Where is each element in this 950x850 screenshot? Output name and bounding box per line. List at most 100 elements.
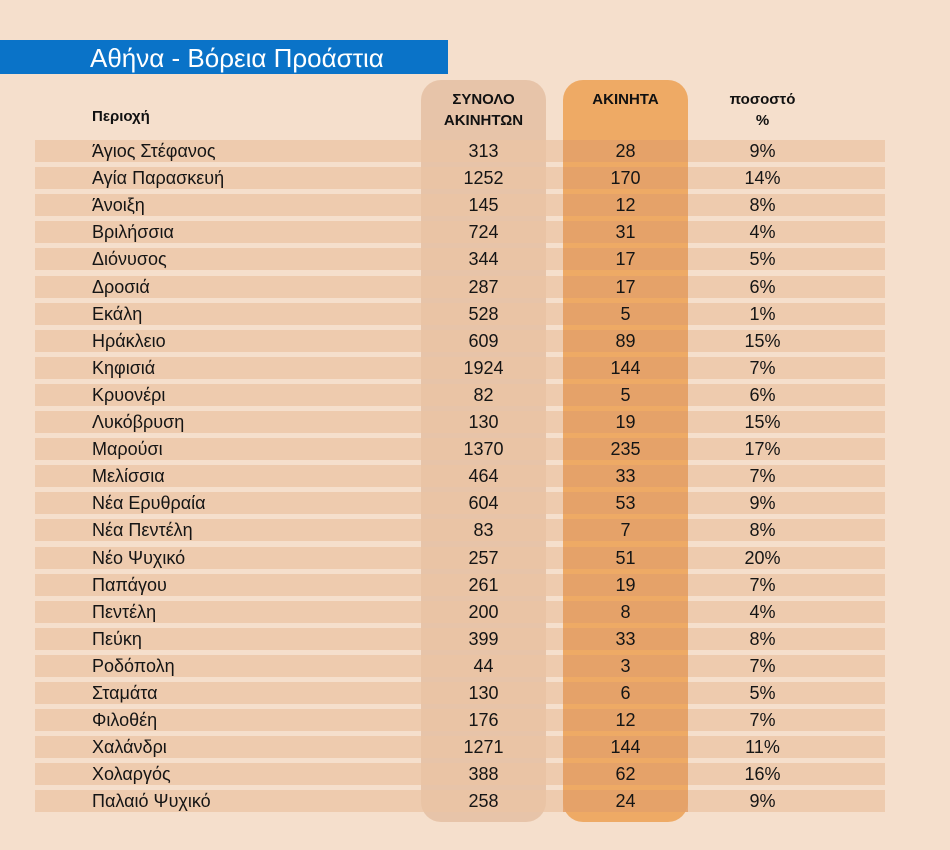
row-idle-cell-bg bbox=[563, 248, 688, 271]
row-idle-cell-bg bbox=[563, 167, 688, 190]
row-idle-cell-bg bbox=[563, 221, 688, 244]
table-row: Νέα Ερυθραία 604 53 9% bbox=[35, 492, 885, 515]
total-cell: 399 bbox=[468, 628, 499, 649]
area-cell: Ροδόπολη bbox=[92, 655, 175, 676]
idle-cell: 7 bbox=[620, 520, 631, 541]
idle-cell: 89 bbox=[615, 330, 636, 351]
row-idle-cell-bg bbox=[563, 736, 688, 759]
pct-cell: 6% bbox=[749, 384, 776, 405]
area-cell: Χολαργός bbox=[92, 764, 171, 785]
area-cell: Φιλοθέη bbox=[92, 710, 158, 731]
row-idle-cell-bg bbox=[563, 492, 688, 515]
idle-cell: 33 bbox=[615, 628, 636, 649]
area-cell: Νέα Πεντέλη bbox=[92, 520, 193, 541]
pct-cell: 8% bbox=[749, 520, 776, 541]
table-row: Παλαιό Ψυχικό 258 24 9% bbox=[35, 790, 885, 813]
table-row: Πεύκη 399 33 8% bbox=[35, 627, 885, 650]
pct-cell: 5% bbox=[749, 249, 776, 270]
header-idle: ΑΚΙΝΗΤΑ bbox=[592, 91, 659, 108]
table-row: Νέα Πεντέλη 83 7 8% bbox=[35, 519, 885, 542]
row-idle-cell-bg bbox=[563, 302, 688, 325]
area-cell: Πεντέλη bbox=[92, 601, 157, 622]
table-row: Άγιος Στέφανος 313 28 9% bbox=[35, 140, 885, 162]
total-cell: 176 bbox=[468, 710, 499, 731]
pct-cell: 9% bbox=[749, 791, 776, 812]
area-cell: Διόνυσος bbox=[92, 249, 167, 270]
total-cell: 464 bbox=[468, 466, 499, 487]
total-cell: 528 bbox=[468, 303, 499, 324]
total-cell: 145 bbox=[468, 195, 499, 216]
table-row: Παπάγου 261 19 7% bbox=[35, 573, 885, 596]
total-cell: 344 bbox=[468, 249, 499, 270]
row-idle-cell-bg bbox=[563, 627, 688, 650]
pct-cell: 8% bbox=[749, 195, 776, 216]
table-row: Εκάλη 528 5 1% bbox=[35, 302, 885, 325]
total-cell: 388 bbox=[468, 764, 499, 785]
row-idle-cell-bg bbox=[563, 438, 688, 461]
row-idle-cell-bg bbox=[563, 411, 688, 433]
table-row: Δροσιά 287 17 6% bbox=[35, 275, 885, 298]
pct-cell: 7% bbox=[749, 655, 776, 676]
total-cell: 1924 bbox=[463, 357, 504, 378]
idle-cell: 5 bbox=[620, 303, 631, 324]
table-row: Ροδόπολη 44 3 7% bbox=[35, 654, 885, 677]
pct-cell: 1% bbox=[749, 303, 776, 324]
pct-cell: 7% bbox=[749, 710, 776, 731]
pct-cell: 9% bbox=[749, 141, 776, 161]
row-idle-cell-bg bbox=[563, 709, 688, 732]
idle-cell: 31 bbox=[615, 222, 636, 243]
total-cell: 1271 bbox=[463, 737, 504, 758]
total-cell: 83 bbox=[473, 520, 494, 541]
idle-cell: 12 bbox=[615, 710, 636, 731]
idle-cell: 19 bbox=[615, 574, 636, 595]
row-idle-cell-bg bbox=[563, 573, 688, 596]
idle-cell: 235 bbox=[610, 439, 641, 460]
table-row: Σταμάτα 130 6 5% bbox=[35, 682, 885, 704]
idle-cell: 170 bbox=[610, 168, 641, 189]
table-row: Χολαργός 388 62 16% bbox=[35, 763, 885, 786]
area-cell: Βριλήσσια bbox=[92, 222, 174, 243]
total-cell: 130 bbox=[468, 683, 499, 703]
table-row: Λυκόβρυση 130 19 15% bbox=[35, 411, 885, 433]
total-cell: 724 bbox=[468, 222, 499, 243]
idle-cell: 24 bbox=[615, 791, 636, 812]
pct-cell: 6% bbox=[749, 276, 776, 297]
row-idle-cell-bg bbox=[563, 600, 688, 623]
idle-cell: 33 bbox=[615, 466, 636, 487]
total-cell: 200 bbox=[468, 601, 499, 622]
area-cell: Παπάγου bbox=[92, 574, 167, 595]
idle-cell: 144 bbox=[610, 357, 641, 378]
row-idle-cell-bg bbox=[563, 790, 688, 813]
table-row: Βριλήσσια 724 31 4% bbox=[35, 221, 885, 244]
title-banner bbox=[0, 40, 448, 74]
row-idle-cell-bg bbox=[563, 329, 688, 352]
idle-cell: 28 bbox=[615, 141, 636, 161]
row-idle-cell-bg bbox=[563, 275, 688, 298]
page-title: Αθήνα - Βόρεια Προάστια bbox=[90, 43, 384, 73]
total-cell: 287 bbox=[468, 276, 499, 297]
total-cell: 82 bbox=[473, 384, 494, 405]
table-row: Πεντέλη 200 8 4% bbox=[35, 600, 885, 623]
table-row: Κηφισιά 1924 144 7% bbox=[35, 356, 885, 379]
table-row: Άνοιξη 145 12 8% bbox=[35, 194, 885, 217]
idle-cell: 53 bbox=[615, 493, 636, 514]
table-row: Μελίσσια 464 33 7% bbox=[35, 465, 885, 488]
total-cell: 609 bbox=[468, 330, 499, 351]
area-cell: Νέα Ερυθραία bbox=[92, 493, 206, 514]
area-cell: Κηφισιά bbox=[92, 357, 156, 378]
table-row: Φιλοθέη 176 12 7% bbox=[35, 709, 885, 732]
idle-cell: 62 bbox=[615, 764, 636, 785]
area-cell: Αγία Παρασκευή bbox=[92, 168, 225, 189]
total-cell: 257 bbox=[468, 547, 499, 568]
idle-cell: 6 bbox=[620, 683, 631, 703]
area-cell: Παλαιό Ψυχικό bbox=[92, 791, 211, 812]
area-cell: Πεύκη bbox=[92, 628, 142, 649]
total-cell: 44 bbox=[473, 655, 494, 676]
total-cell: 261 bbox=[468, 574, 499, 595]
total-cell: 258 bbox=[468, 791, 499, 812]
pct-cell: 20% bbox=[744, 547, 781, 568]
row-idle-cell-bg bbox=[563, 763, 688, 786]
total-cell: 1252 bbox=[463, 168, 504, 189]
table-row: Νέο Ψυχικό 257 51 20% bbox=[35, 546, 885, 569]
